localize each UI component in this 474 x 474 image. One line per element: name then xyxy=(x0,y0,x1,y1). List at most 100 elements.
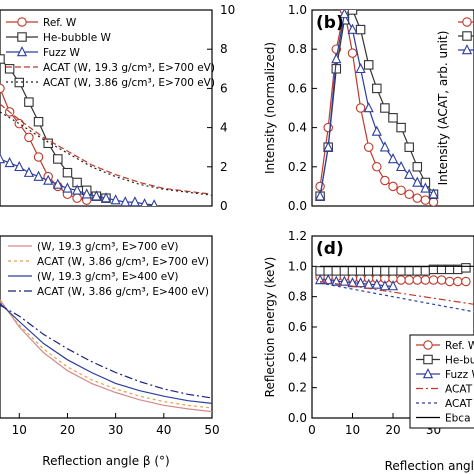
data-point xyxy=(4,156,15,168)
x-tick-label: 10 xyxy=(345,423,360,437)
data-point xyxy=(404,142,414,152)
data-point xyxy=(14,77,25,88)
data-point xyxy=(379,141,390,152)
data-point xyxy=(428,188,439,199)
y-tick-label: 0.0 xyxy=(288,411,307,425)
data-point xyxy=(396,275,406,285)
y-tick-label: 4 xyxy=(220,121,228,135)
data-point xyxy=(396,160,407,172)
legend: (W, 19.3 g/cm³, E>700 eV) ACAT (W, 3.86 g… xyxy=(8,241,209,298)
legend-entry-label: Fuzz W xyxy=(43,47,80,59)
data-point xyxy=(53,154,63,164)
y-tick-label: 1.0 xyxy=(288,3,307,17)
data-point xyxy=(387,153,399,164)
data-point xyxy=(100,192,112,203)
series-line-4 xyxy=(320,280,474,305)
x-tick-label: 30 xyxy=(108,423,123,437)
legend-marker xyxy=(17,32,27,42)
data-point xyxy=(461,263,471,273)
data-point xyxy=(0,54,5,64)
y-tick-label: 1.0 xyxy=(288,259,307,273)
y-tick-label: 2 xyxy=(220,160,228,174)
legend-marker xyxy=(461,44,473,55)
series-line-4 xyxy=(0,304,212,399)
data-point xyxy=(371,278,382,289)
data-point xyxy=(43,174,54,185)
data-point xyxy=(323,122,333,133)
series-line-2 xyxy=(0,301,212,409)
legend-box xyxy=(409,334,474,429)
data-point xyxy=(33,152,44,162)
data-point xyxy=(323,266,333,276)
y-tick-label: 0.0 xyxy=(288,199,307,213)
data-point xyxy=(72,193,82,203)
data-point xyxy=(436,275,447,285)
data-point xyxy=(363,102,374,113)
y-tick-label: 0.2 xyxy=(288,381,307,395)
y-tick-label: 0 xyxy=(220,199,228,213)
legend-marker xyxy=(16,46,28,57)
x-tick-label: 0 xyxy=(308,423,316,437)
y-tick-label: 0.6 xyxy=(288,81,307,95)
legend-entry-label: (W, 19.3 g/cm³, E>700 eV) xyxy=(37,241,179,253)
legend-entry-label: (W, 19.3 g/cm³, E>400 eV) xyxy=(37,271,179,283)
series-group xyxy=(315,10,439,206)
data-point xyxy=(412,162,423,172)
series-line-3 xyxy=(0,302,212,404)
data-point xyxy=(461,276,471,287)
legend-marker xyxy=(423,340,433,350)
data-point xyxy=(62,182,73,193)
data-point xyxy=(355,62,366,74)
y-tick-label: 0.4 xyxy=(288,121,307,135)
plot-frame xyxy=(311,9,474,207)
data-point xyxy=(363,60,374,70)
x-tick-label: 40 xyxy=(156,423,171,437)
legend-entry-label: Ref. W xyxy=(445,340,474,352)
series-line-3 xyxy=(320,279,393,287)
data-point xyxy=(24,97,34,107)
data-point xyxy=(347,277,358,288)
data-point xyxy=(4,64,15,74)
data-point xyxy=(404,189,414,199)
legend-entry-label: ACAT xyxy=(445,384,473,396)
y-tick-label: 0.2 xyxy=(288,160,307,174)
data-point xyxy=(62,167,73,178)
data-point xyxy=(412,275,423,285)
data-point xyxy=(355,266,366,276)
plot-frame xyxy=(0,9,213,207)
data-point xyxy=(420,195,431,205)
legend xyxy=(458,17,474,55)
data-point xyxy=(315,190,326,201)
data-point xyxy=(331,275,342,286)
x-tick-label: 20 xyxy=(385,423,400,437)
series-line-5 xyxy=(0,111,212,196)
legend: Ref. W He-bub Fuzz W ACAT ACAT Ebca xyxy=(409,334,474,429)
series-line-4 xyxy=(0,103,212,195)
data-point xyxy=(404,275,414,285)
series-line-5 xyxy=(319,282,474,313)
data-point xyxy=(371,125,382,136)
y-tick-label: 0.8 xyxy=(288,42,307,56)
x-tick-label: 20 xyxy=(60,423,75,437)
y-axis-label: Intensity (normalized) xyxy=(263,42,277,174)
legend-marker xyxy=(423,354,433,365)
data-point xyxy=(379,280,390,291)
y-tick-label: 0.4 xyxy=(288,350,307,364)
data-point xyxy=(363,266,374,276)
legend-entry-label: ACAT (W, 3.86 g/cm³, E>400 eV) xyxy=(37,286,209,298)
data-point xyxy=(420,266,431,276)
y-tick-label: 1.2 xyxy=(288,229,307,243)
data-point xyxy=(110,194,121,205)
legend-entry-label: He-bubble W xyxy=(43,32,112,44)
data-point xyxy=(347,266,358,276)
data-point xyxy=(396,185,406,196)
series-line-1 xyxy=(0,299,212,413)
x-tick-label: 10 xyxy=(12,423,27,437)
data-point xyxy=(347,23,358,34)
panel-a: 0 2 4 6 8 10 Intensity (ACAT, arb. unit) Ref. W… xyxy=(0,3,450,213)
data-point xyxy=(428,275,439,285)
data-point xyxy=(404,168,415,179)
y-tick-label: 8 xyxy=(220,42,228,56)
